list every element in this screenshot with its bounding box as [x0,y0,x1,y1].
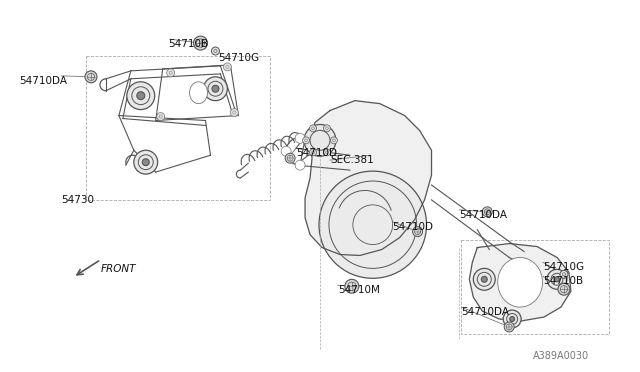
Ellipse shape [509,317,515,321]
Ellipse shape [204,77,227,101]
Text: 54710M: 54710M [338,285,380,295]
Ellipse shape [498,257,543,307]
Text: 54710D: 54710D [393,222,434,232]
Text: 54710DA: 54710DA [460,210,508,220]
Text: SEC.381: SEC.381 [330,155,374,165]
Ellipse shape [212,85,219,92]
Ellipse shape [547,269,567,289]
Ellipse shape [281,146,291,156]
Ellipse shape [211,47,220,55]
Text: 54710D: 54710D [296,148,337,158]
Ellipse shape [223,63,232,71]
Ellipse shape [127,82,155,110]
Ellipse shape [295,160,305,170]
Ellipse shape [142,159,149,166]
Ellipse shape [330,137,337,144]
Polygon shape [469,244,571,321]
Ellipse shape [558,283,570,295]
Text: 54730: 54730 [61,195,94,205]
Text: 54710DA: 54710DA [461,307,509,317]
Text: 54710G: 54710G [218,53,260,63]
Ellipse shape [295,134,305,143]
Text: A389A0030: A389A0030 [532,351,589,361]
Ellipse shape [166,69,175,77]
Ellipse shape [345,279,359,293]
Ellipse shape [189,82,207,104]
Ellipse shape [303,137,310,144]
Polygon shape [305,101,431,256]
Ellipse shape [323,125,330,132]
Ellipse shape [285,153,295,163]
Ellipse shape [193,36,207,50]
Ellipse shape [554,277,559,282]
Ellipse shape [157,113,164,121]
Ellipse shape [85,71,97,83]
Text: 54710B: 54710B [543,276,583,286]
Ellipse shape [304,125,336,156]
Ellipse shape [310,149,317,156]
Text: FRONT: FRONT [101,264,136,275]
Ellipse shape [560,270,568,278]
Ellipse shape [503,310,521,328]
Ellipse shape [319,171,426,278]
Ellipse shape [134,150,157,174]
Ellipse shape [481,276,487,282]
Ellipse shape [310,125,317,132]
Ellipse shape [483,207,492,217]
Text: 54710DA: 54710DA [19,76,67,86]
Ellipse shape [230,109,238,116]
Ellipse shape [474,268,495,290]
Ellipse shape [504,322,514,332]
Ellipse shape [137,92,145,100]
Text: 54710G: 54710G [543,262,584,272]
Ellipse shape [413,227,422,237]
Ellipse shape [323,149,330,156]
Text: 54710B: 54710B [169,39,209,49]
